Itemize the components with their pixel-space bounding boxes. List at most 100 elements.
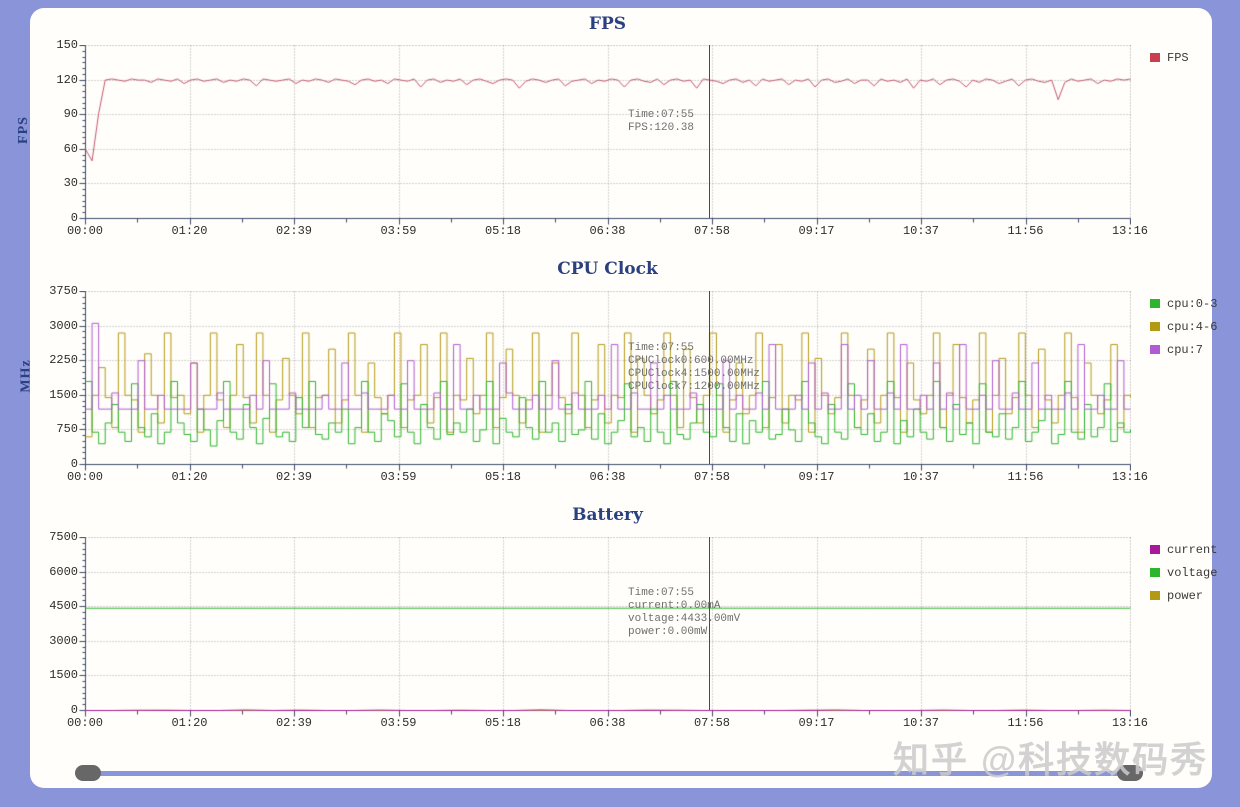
- x-tick-label: 00:00: [66, 716, 103, 730]
- legend-item-power[interactable]: power: [1150, 584, 1217, 607]
- legend-item-fps[interactable]: FPS: [1150, 46, 1189, 69]
- y-tick-label: 6000: [49, 564, 78, 579]
- x-tick-label: 01:20: [171, 224, 208, 238]
- x-tick-label: 03:59: [380, 716, 417, 730]
- legend-swatch-fps: [1150, 53, 1160, 62]
- x-tick-label: 06:38: [589, 470, 626, 484]
- tooltip-voltage-value: voltage:4433.00mV: [628, 613, 741, 625]
- x-tick-label: 07:58: [693, 716, 730, 730]
- legend-item-current[interactable]: current: [1150, 538, 1217, 561]
- fps-tooltip: Time:07:55 FPS:120.38: [628, 109, 694, 135]
- battery-legend: current voltage power: [1150, 538, 1217, 607]
- legend-swatch-voltage: [1150, 568, 1160, 577]
- legend-item-cpu7[interactable]: cpu:7: [1150, 338, 1217, 361]
- legend-label-power: power: [1167, 588, 1204, 603]
- y-tick-label: 750: [56, 422, 78, 437]
- y-tick-label: 3000: [49, 318, 78, 333]
- fps-crosshair-line[interactable]: [709, 45, 710, 218]
- x-tick-label: 06:38: [589, 224, 626, 238]
- legend-swatch-cpu0-3: [1150, 299, 1160, 308]
- tooltip-cpu7-value: CPUClock7:1200.00MHz: [628, 381, 761, 393]
- fps-chart-title: FPS: [588, 14, 627, 34]
- legend-item-cpu0-3[interactable]: cpu:0-3: [1150, 292, 1217, 315]
- y-tick-label: 7500: [49, 530, 78, 544]
- fps-plot-canvas[interactable]: [75, 45, 1131, 235]
- fps-chart: Time:07:55 FPS:120.38 0 30 60 90 120 150 00:00…: [0, 38, 1240, 245]
- y-tick-label: 30: [63, 176, 78, 191]
- tooltip-fps-value: FPS:120.38: [628, 122, 695, 134]
- slider-handle-right[interactable]: [1117, 765, 1143, 781]
- x-tick-label: 07:58: [693, 470, 730, 484]
- y-tick-label: 3000: [49, 633, 78, 648]
- x-tick-label: 07:58: [693, 224, 730, 238]
- battery-chart: Time:07:55 current:0.00mA voltage:4433.0…: [0, 530, 1240, 737]
- y-tick-label: 3750: [49, 284, 78, 298]
- x-tick-label: 03:59: [380, 224, 417, 238]
- x-tick-label: 10:37: [902, 716, 939, 730]
- battery-tooltip: Time:07:55 current:0.00mA voltage:4433.0…: [628, 587, 740, 639]
- y-tick-label: 90: [63, 107, 78, 122]
- x-tick-label: 11:56: [1007, 224, 1044, 238]
- x-tick-label: 02:39: [275, 224, 312, 238]
- legend-label-voltage: voltage: [1167, 565, 1218, 580]
- x-tick-label: 10:37: [902, 470, 939, 484]
- x-tick-label: 13:16: [1111, 224, 1148, 238]
- tooltip-time: Time:07:55: [628, 109, 695, 121]
- tooltip-cpu0-value: CPUClock0:600.00MHz: [628, 355, 754, 367]
- y-tick-label: 4500: [49, 599, 78, 614]
- legend-swatch-cpu7: [1150, 345, 1160, 354]
- x-tick-label: 01:20: [171, 716, 208, 730]
- x-tick-label: 05:18: [484, 224, 521, 238]
- legend-swatch-cpu4-6: [1150, 322, 1160, 331]
- x-tick-label: 09:17: [798, 224, 835, 238]
- cpu-tooltip: Time:07:55 CPUClock0:600.00MHz CPUClock4…: [628, 342, 760, 394]
- x-tick-label: 03:59: [380, 470, 417, 484]
- battery-crosshair-line[interactable]: [709, 537, 710, 710]
- x-tick-label: 02:39: [275, 716, 312, 730]
- legend-label-cpu4-6: cpu:4-6: [1167, 319, 1218, 334]
- legend-swatch-power: [1150, 591, 1160, 600]
- x-tick-label: 00:00: [66, 224, 103, 238]
- y-tick-label: 120: [56, 72, 78, 87]
- x-tick-label: 06:38: [589, 716, 626, 730]
- fps-legend: FPS: [1150, 46, 1189, 69]
- legend-label-cpu0-3: cpu:0-3: [1167, 296, 1218, 311]
- x-tick-label: 13:16: [1111, 716, 1148, 730]
- y-tick-label: 0: [70, 703, 78, 717]
- x-tick-label: 09:17: [798, 470, 835, 484]
- y-tick-label: 0: [70, 211, 78, 225]
- y-tick-label: 2250: [49, 353, 78, 368]
- y-tick-label: 1500: [49, 387, 78, 402]
- cpu-chart-title: CPU Clock: [557, 259, 658, 279]
- battery-plot-canvas[interactable]: [75, 537, 1131, 727]
- legend-label-current: current: [1167, 542, 1218, 557]
- y-tick-label: 1500: [49, 668, 78, 683]
- x-tick-label: 02:39: [275, 470, 312, 484]
- legend-label-fps: FPS: [1167, 50, 1189, 65]
- legend-item-voltage[interactable]: voltage: [1150, 561, 1217, 584]
- tooltip-time: Time:07:55: [628, 587, 695, 599]
- time-range-slider-track[interactable]: [85, 771, 1135, 776]
- legend-swatch-current: [1150, 545, 1160, 554]
- cpu-plot-canvas[interactable]: [75, 291, 1131, 481]
- tooltip-power-value: power:0.00mW: [628, 626, 708, 638]
- x-tick-label: 11:56: [1007, 716, 1044, 730]
- x-tick-label: 05:18: [484, 470, 521, 484]
- y-tick-label: 150: [56, 38, 78, 52]
- watermark: 知乎 @科技数码秀: [893, 739, 1209, 780]
- tooltip-cpu4-value: CPUClock4:1500.00MHz: [628, 368, 761, 380]
- tooltip-current-value: current:0.00mA: [628, 600, 721, 612]
- cpu-legend: cpu:0-3 cpu:4-6 cpu:7: [1150, 292, 1217, 361]
- legend-item-cpu4-6[interactable]: cpu:4-6: [1150, 315, 1217, 338]
- cpu-crosshair-line[interactable]: [709, 291, 710, 464]
- x-tick-label: 05:18: [484, 716, 521, 730]
- legend-label-cpu7: cpu:7: [1167, 342, 1204, 357]
- x-tick-label: 09:17: [798, 716, 835, 730]
- x-tick-label: 11:56: [1007, 470, 1044, 484]
- x-tick-label: 10:37: [902, 224, 939, 238]
- battery-chart-title: Battery: [572, 505, 643, 525]
- x-tick-label: 13:16: [1111, 470, 1148, 484]
- y-tick-label: 60: [63, 141, 78, 156]
- slider-handle-left[interactable]: [75, 765, 101, 781]
